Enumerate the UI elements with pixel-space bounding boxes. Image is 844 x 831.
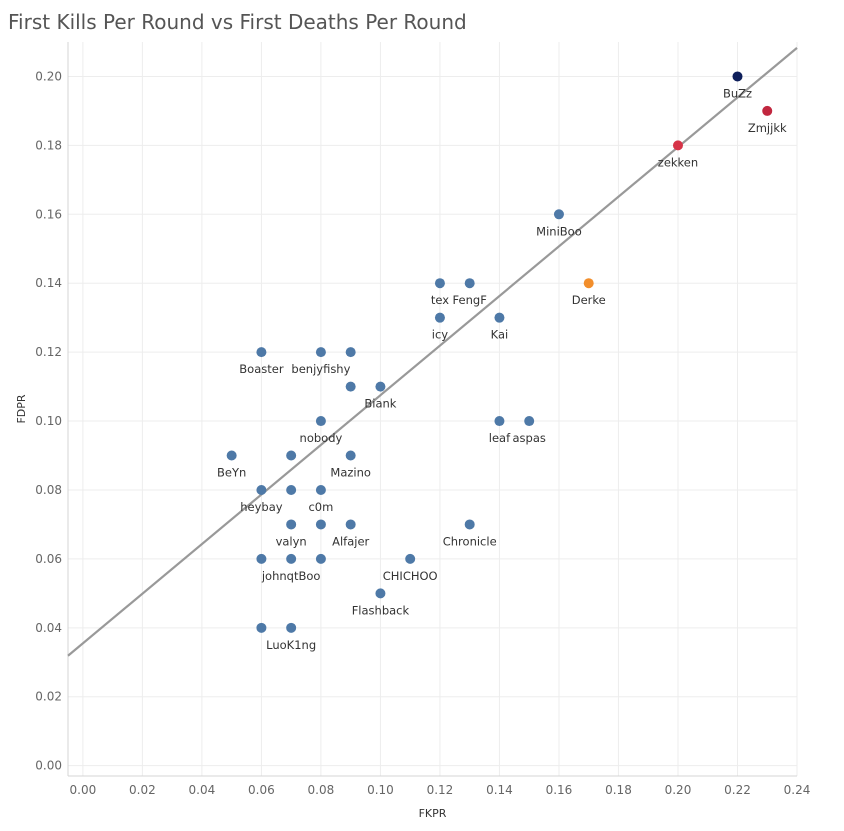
- point-label: johnqtBoo: [261, 569, 321, 583]
- data-point[interactable]: [345, 519, 356, 530]
- y-tick-label: 0.08: [35, 483, 62, 497]
- x-tick-label: 0.16: [546, 783, 573, 797]
- data-point[interactable]: [405, 553, 416, 564]
- y-tick-label: 0.18: [35, 138, 62, 152]
- data-point[interactable]: [286, 519, 297, 530]
- y-axis-title: FDPR: [15, 394, 28, 423]
- x-axis-title: FKPR: [419, 807, 447, 820]
- data-point[interactable]: [732, 71, 743, 82]
- data-point[interactable]: [315, 416, 326, 427]
- point-label: valyn: [276, 534, 307, 548]
- data-point[interactable]: [345, 347, 356, 358]
- x-tick-label: 0.18: [605, 783, 632, 797]
- x-tick-label: 0.06: [248, 783, 275, 797]
- x-tick-label: 0.20: [665, 783, 692, 797]
- data-point[interactable]: [315, 484, 326, 495]
- chart-title: First Kills Per Round vs First Deaths Pe…: [8, 10, 467, 34]
- axes: 0.00 0.02 0.04 0.06 0.08 0.10 0.12 0.14 0.16 0.18…: [35, 42, 810, 797]
- data-point[interactable]: [375, 588, 386, 599]
- data-point[interactable]: [226, 450, 237, 461]
- point-label: MiniBoo: [536, 224, 582, 238]
- point-label: c0m: [308, 500, 333, 514]
- data-point[interactable]: [524, 416, 535, 427]
- x-tick-label: 0.12: [427, 783, 454, 797]
- data-point[interactable]: [286, 450, 297, 461]
- data-point[interactable]: [762, 105, 773, 116]
- y-tick-label: 0.20: [35, 69, 62, 83]
- data-point[interactable]: [286, 622, 297, 633]
- data-point[interactable]: [256, 553, 267, 564]
- point-label: heybay: [240, 500, 283, 514]
- y-tick-label: 0.04: [35, 621, 62, 635]
- data-point[interactable]: [315, 347, 326, 358]
- point-label: zekken: [658, 155, 698, 169]
- point-label: Zmjjkk: [748, 121, 787, 135]
- y-tick-label: 0.02: [35, 690, 62, 704]
- point-label: Boaster: [239, 362, 284, 376]
- data-point[interactable]: [256, 484, 267, 495]
- point-label: Chronicle: [443, 534, 497, 548]
- data-point[interactable]: [494, 312, 505, 323]
- x-tick-label: 0.14: [486, 783, 513, 797]
- point-label: Biank: [364, 397, 396, 411]
- x-tick-label: 0.24: [784, 783, 811, 797]
- data-point[interactable]: [583, 278, 594, 289]
- y-tick-label: 0.00: [35, 759, 62, 773]
- point-label: benjyfishy: [291, 362, 350, 376]
- x-tick-label: 0.04: [189, 783, 216, 797]
- y-tick-label: 0.16: [35, 207, 62, 221]
- data-point[interactable]: [464, 278, 475, 289]
- point-label: tex: [431, 293, 449, 307]
- point-label: aspas: [513, 431, 546, 445]
- data-point[interactable]: [286, 553, 297, 564]
- y-tick-label: 0.12: [35, 345, 62, 359]
- x-tick-label: 0.08: [308, 783, 335, 797]
- data-point[interactable]: [553, 209, 564, 220]
- data-point[interactable]: [672, 140, 683, 151]
- data-point[interactable]: [345, 381, 356, 392]
- point-label: Kai: [491, 328, 509, 342]
- y-tick-label: 0.14: [35, 276, 62, 290]
- data-point[interactable]: [494, 416, 505, 427]
- x-tick-label: 0.22: [724, 783, 751, 797]
- data-point[interactable]: [434, 312, 445, 323]
- data-point[interactable]: [464, 519, 475, 530]
- data-point[interactable]: [286, 484, 297, 495]
- point-label: Derke: [572, 293, 606, 307]
- data-point[interactable]: [315, 553, 326, 564]
- point-label: BeYn: [217, 466, 246, 480]
- data-point[interactable]: [256, 347, 267, 358]
- point-label: Alfajer: [332, 534, 369, 548]
- x-tick-label: 0.10: [367, 783, 394, 797]
- point-label: FengF: [453, 293, 487, 307]
- point-label: icy: [432, 328, 449, 342]
- point-labels: BuZz Zmjjkk zekken MiniBoo Derke tex FengF icy K…: [217, 86, 787, 651]
- point-label: leaf: [489, 431, 511, 445]
- data-point[interactable]: [345, 450, 356, 461]
- point-label: CHICHOO: [383, 569, 438, 583]
- data-points: [226, 71, 773, 633]
- point-label: nobody: [300, 431, 343, 445]
- point-label: BuZz: [723, 86, 752, 100]
- data-point[interactable]: [375, 381, 386, 392]
- data-point[interactable]: [434, 278, 445, 289]
- point-label: Flashback: [352, 603, 410, 617]
- y-tick-label: 0.06: [35, 552, 62, 566]
- x-tick-label: 0.00: [70, 783, 97, 797]
- point-label: LuoK1ng: [266, 638, 316, 652]
- point-label: Mazino: [330, 466, 371, 480]
- y-tick-label: 0.10: [35, 414, 62, 428]
- x-tick-label: 0.02: [129, 783, 156, 797]
- data-point[interactable]: [315, 519, 326, 530]
- data-point[interactable]: [256, 622, 267, 633]
- grid-lines: [68, 42, 798, 776]
